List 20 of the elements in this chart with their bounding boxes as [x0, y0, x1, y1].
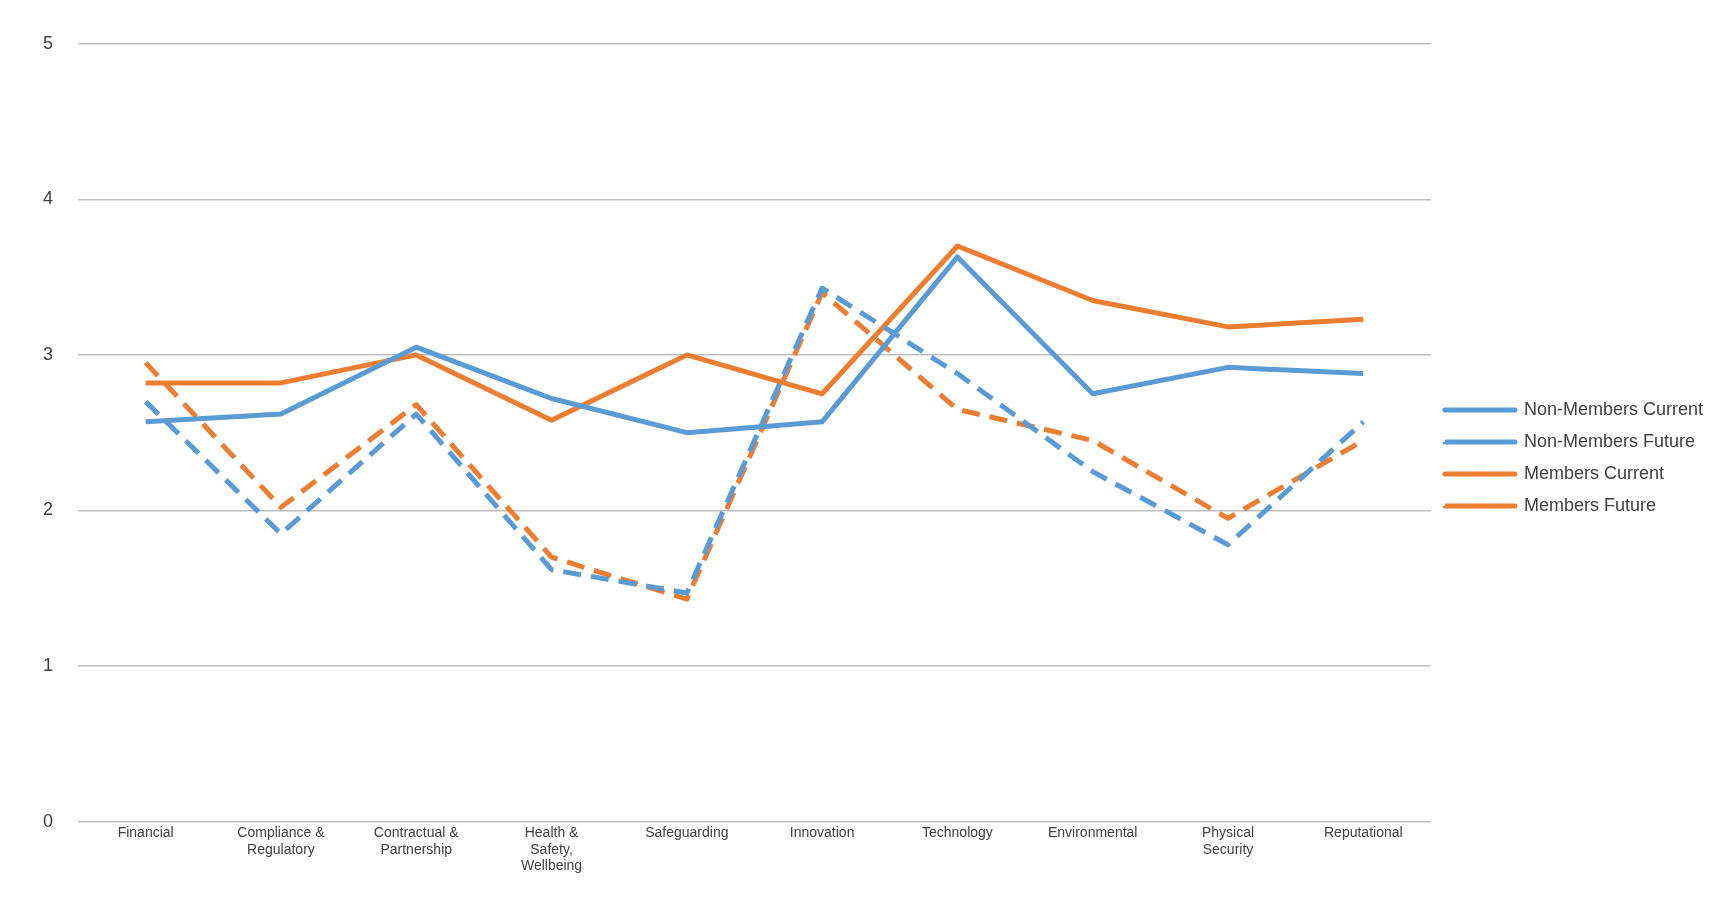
x-tick-label: Contractual & Partnership — [373, 823, 460, 857]
y-tick-label: 0 — [43, 810, 54, 831]
legend-label: Members Future — [1523, 494, 1656, 515]
y-tick-label: 1 — [43, 655, 54, 676]
legend-label: Members Current — [1523, 462, 1664, 483]
legend-label: Non-Members Current — [1523, 398, 1704, 419]
legend-label: Non-Members Future — [1523, 430, 1696, 451]
x-tick-label: Compliance & Regulatory — [237, 823, 326, 857]
x-tick-label: Innovation — [789, 823, 855, 840]
y-tick-label: 5 — [43, 32, 54, 53]
x-tick-label: Health & Safety, Wellbeing — [520, 823, 583, 874]
y-tick-label: 4 — [43, 188, 54, 209]
x-tick-label: Physical Security — [1201, 823, 1255, 857]
x-tick-label: Financial — [117, 823, 174, 840]
x-tick-label: Safeguarding — [645, 823, 729, 840]
x-tick-label: Technology — [922, 823, 993, 840]
y-tick-label: 2 — [43, 499, 54, 520]
x-tick-label: Environmental — [1047, 823, 1138, 840]
x-tick-label: Reputational — [1323, 823, 1403, 840]
y-tick-label: 3 — [43, 343, 54, 364]
